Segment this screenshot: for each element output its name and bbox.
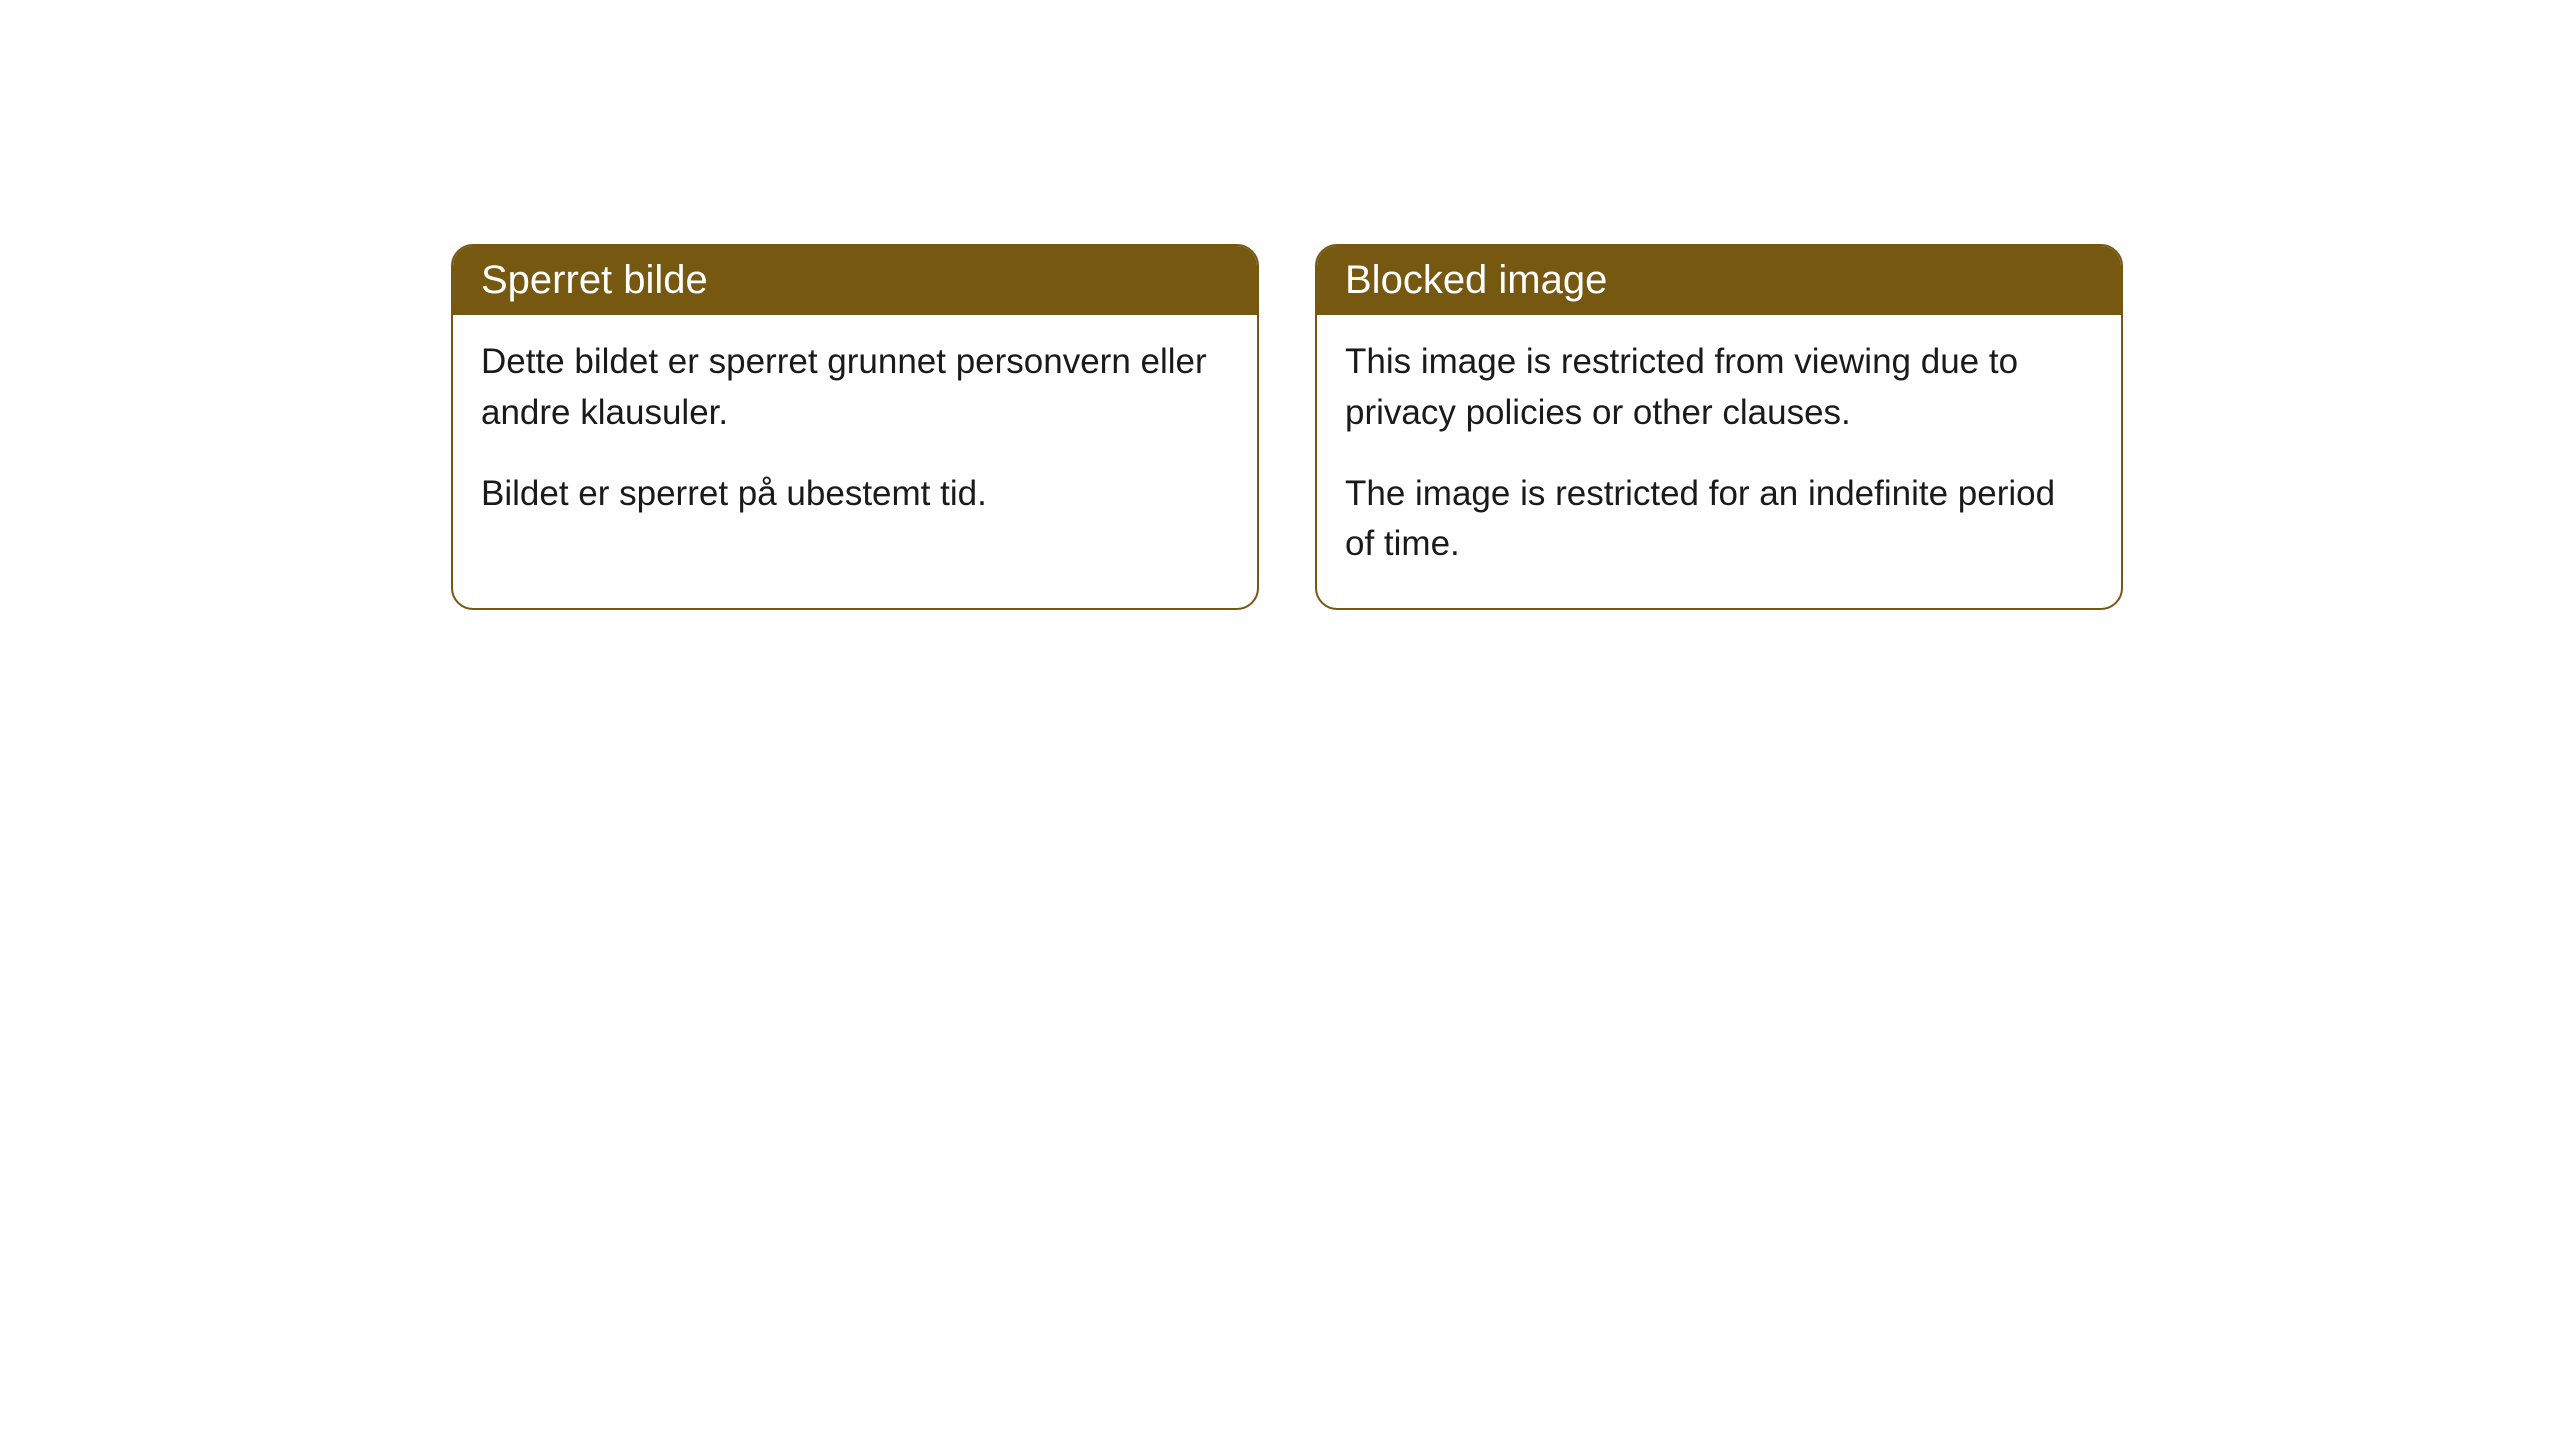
blocked-image-card-en: Blocked image This image is restricted f…	[1315, 244, 2123, 610]
card-body-no: Dette bildet er sperret grunnet personve…	[453, 315, 1257, 557]
notice-text-no-1: Dette bildet er sperret grunnet personve…	[481, 337, 1229, 439]
notice-text-no-2: Bildet er sperret på ubestemt tid.	[481, 469, 1229, 520]
card-header-no: Sperret bilde	[453, 246, 1257, 315]
blocked-image-card-no: Sperret bilde Dette bildet er sperret gr…	[451, 244, 1259, 610]
notice-text-en-1: This image is restricted from viewing du…	[1345, 337, 2093, 439]
card-body-en: This image is restricted from viewing du…	[1317, 315, 2121, 608]
notice-text-en-2: The image is restricted for an indefinit…	[1345, 469, 2093, 571]
card-header-en: Blocked image	[1317, 246, 2121, 315]
notice-cards-container: Sperret bilde Dette bildet er sperret gr…	[0, 0, 2560, 610]
